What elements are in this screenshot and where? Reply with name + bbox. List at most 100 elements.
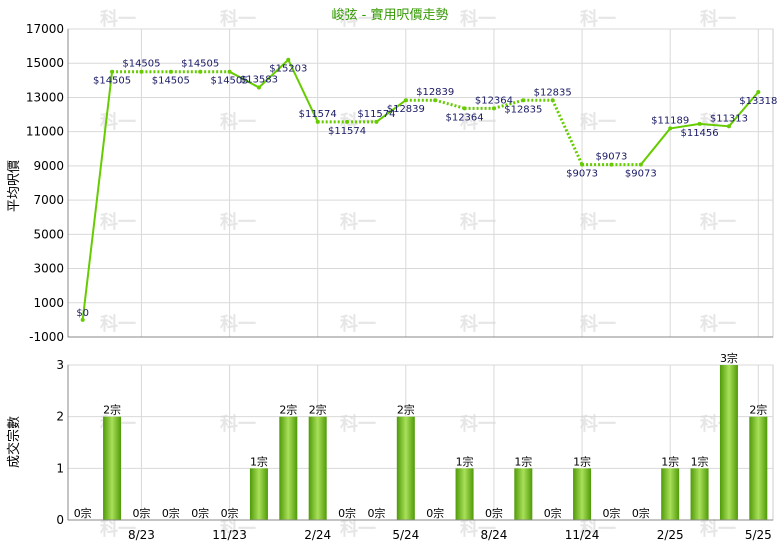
volume-data-label: 2宗 (279, 403, 297, 417)
volume-data-label: 0宗 (485, 506, 503, 520)
price-data-label: $11574 (299, 109, 337, 120)
volume-bar (514, 468, 533, 520)
price-point (697, 121, 702, 126)
watermark-text: 科一 (460, 518, 496, 540)
price-data-label: $15203 (269, 64, 307, 75)
watermark-text: 科一 (460, 111, 496, 133)
volume-panel: 0 1 2 3 8/23 11/23 2/24 5/24 8/24 11/24 2/25 5/25 0宗… (56, 351, 774, 542)
watermark-text: 科一 (700, 111, 736, 133)
volume-data-label: 2宗 (397, 403, 415, 417)
price-line-segment (375, 99, 407, 123)
price-data-label: $12835 (504, 104, 542, 115)
watermark-text: 科一 (460, 211, 496, 233)
price-data-label: $13318 (739, 96, 777, 107)
watermark-text: 科一 (580, 413, 616, 435)
x-tick-label: 8/23 (128, 528, 155, 542)
price-point (609, 162, 614, 167)
price-point (139, 69, 144, 74)
price-line-segment (699, 122, 730, 128)
volume-data-label: 0宗 (426, 506, 444, 520)
watermark-text: 科一 (700, 313, 736, 335)
x-tick-label: 2/25 (657, 528, 684, 542)
volume-data-label: 2宗 (749, 403, 767, 417)
volume-data-label: 0宗 (544, 506, 562, 520)
price-data-label: $12364 (475, 95, 513, 106)
volume-data-label: 0宗 (162, 506, 180, 520)
volume-tick-label: 2 (56, 410, 64, 424)
volume-tick-label: 1 (56, 461, 64, 475)
volume-bar (749, 416, 768, 520)
volume-tick-label: 3 (56, 358, 64, 372)
watermark-text: 科一 (580, 518, 616, 540)
price-point (756, 90, 761, 95)
price-tick-label: 15000 (26, 56, 64, 70)
price-line-segment (81, 71, 114, 321)
volume-data-label: 1宗 (573, 454, 591, 468)
volume-bar (103, 416, 122, 520)
x-tick-label: 5/24 (392, 528, 419, 542)
price-data-label: $11456 (680, 128, 718, 139)
price-line-segment (287, 59, 319, 123)
x-tick-label: 11/24 (565, 528, 600, 542)
price-tick-label: 9000 (33, 159, 64, 173)
price-line-segment (229, 70, 260, 89)
price-data-label: $14505 (122, 59, 160, 70)
volume-bar (661, 468, 680, 520)
watermark-text: 科一 (700, 211, 736, 233)
price-tick-label: 1000 (33, 296, 64, 310)
price-point (256, 85, 261, 90)
price-data-label: $9073 (596, 152, 628, 163)
watermark-text: 科一 (340, 518, 376, 540)
watermark-text: 科一 (340, 413, 376, 435)
price-panel: -1000 1000 3000 5000 7000 9000 11000 13000 15000… (26, 22, 778, 344)
price-data-label: $11313 (710, 113, 748, 124)
price-point (227, 69, 232, 74)
price-tick-label: -1000 (29, 330, 64, 344)
price-data-label: $14505 (181, 59, 219, 70)
price-line-segment (493, 98, 524, 110)
price-point (726, 124, 731, 129)
watermark-text: 科一 (220, 518, 256, 540)
price-line-segment (258, 59, 289, 89)
price-point (374, 119, 379, 124)
price-tick-label: 17000 (26, 22, 64, 36)
watermark-text: 科一 (100, 8, 136, 30)
price-data-label: $12364 (445, 112, 483, 123)
watermark-text: 科一 (700, 518, 736, 540)
watermark-text: 科一 (700, 8, 736, 30)
watermark-text: 科一 (340, 111, 376, 133)
watermark-text: 科一 (580, 111, 616, 133)
watermark-text: 科一 (220, 211, 256, 233)
volume-bar (719, 365, 738, 520)
watermark-text: 科一 (220, 413, 256, 435)
price-line-segment (434, 98, 465, 110)
volume-data-label: 0宗 (602, 506, 620, 520)
volume-data-label: 0宗 (221, 506, 239, 520)
volume-data-label: 0宗 (632, 506, 650, 520)
price-axis-label: 平均呎價 (7, 160, 22, 212)
volume-bar (573, 468, 592, 520)
volume-data-label: 0宗 (338, 506, 356, 520)
price-point (198, 69, 203, 74)
price-point (168, 69, 173, 74)
volume-data-label: 0宗 (191, 506, 209, 520)
price-data-label: $13583 (240, 74, 278, 85)
price-line-segment (551, 99, 584, 166)
price-data-label: $14505 (210, 76, 248, 87)
price-data-label: $11574 (357, 109, 395, 120)
watermark-text: 科一 (580, 313, 616, 335)
price-point (491, 106, 496, 111)
volume-bar (396, 416, 415, 520)
price-tick-label: 13000 (26, 90, 64, 104)
volume-bar (455, 468, 474, 520)
price-data-label: $12839 (387, 104, 425, 115)
watermark-text: 科一 (100, 313, 136, 335)
watermark-text: 科一 (100, 111, 136, 133)
watermark-text: 科一 (580, 8, 616, 30)
volume-data-label: 1宗 (456, 454, 474, 468)
volume-bar (249, 468, 268, 520)
x-tick-label: 8/24 (480, 528, 507, 542)
price-data-label: $12839 (416, 87, 454, 98)
price-tick-label: 11000 (26, 125, 64, 139)
price-tick-label: 5000 (33, 227, 64, 241)
